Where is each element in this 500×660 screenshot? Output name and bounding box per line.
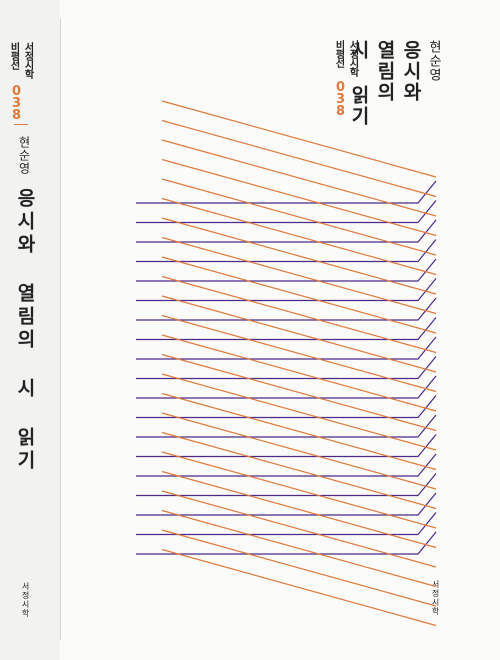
orange-line [161,119,437,198]
purple-line [136,180,437,204]
orange-diagonal-lines [161,100,437,627]
purple-line [136,375,437,399]
cover-publisher: 서정시학 [431,580,440,616]
purple-line [136,219,437,243]
purple-line [136,414,437,438]
purple-line [136,434,437,458]
orange-line [161,412,437,490]
purple-line [136,317,437,341]
spine-publisher: 서정시학 [21,582,30,618]
orange-line [161,431,437,510]
orange-line [161,451,437,529]
purple-line [136,512,437,536]
orange-line [161,373,437,451]
orange-line [161,470,437,549]
purple-line [136,200,437,224]
cover-series-line2: 비평선 [333,40,344,67]
book-spine [0,0,60,660]
orange-line [161,548,437,627]
orange-line [161,490,437,568]
spine-series-number: 038 [9,84,24,120]
orange-line [161,256,437,334]
purple-line [136,278,437,302]
orange-line [161,334,437,412]
orange-line [161,392,437,471]
purple-line [136,336,437,360]
spine-accent-rule [14,124,28,125]
purple-line [136,473,437,497]
cover-title-line2: 열림의 [374,40,396,103]
cover-title-line1: 응시와 [400,40,422,103]
spine-title: 응시와 열림의 시 읽기 [14,188,36,473]
cover-series-line1: 서정시학 [347,40,358,76]
cover-series-number: 038 [333,80,348,116]
orange-line [161,217,437,295]
spine-divider [60,18,61,640]
spine-author: 현순영 [17,136,31,175]
purple-horizontal-lines [136,180,437,555]
orange-line [161,314,437,393]
orange-line [161,529,437,607]
spine-series-line1: 서정시학 [22,42,33,78]
orange-line [161,178,437,256]
purple-line [136,395,437,419]
purple-line [136,492,437,516]
orange-line [161,509,437,588]
orange-line [161,295,437,373]
purple-line [136,239,437,263]
purple-line [136,531,437,555]
orange-line [161,197,437,276]
purple-line [136,258,437,282]
orange-line [161,158,437,237]
orange-line [161,100,437,178]
purple-line [136,453,437,477]
orange-line [161,139,437,217]
purple-line [136,356,437,380]
spine-series-line2: 비평선 [8,42,19,69]
orange-line [161,353,437,432]
purple-line [136,297,437,321]
cover-author: 현순영 [426,40,441,82]
cover-title-line3: 시 읽기 [348,40,370,127]
orange-line [161,236,437,315]
orange-line [161,275,437,354]
